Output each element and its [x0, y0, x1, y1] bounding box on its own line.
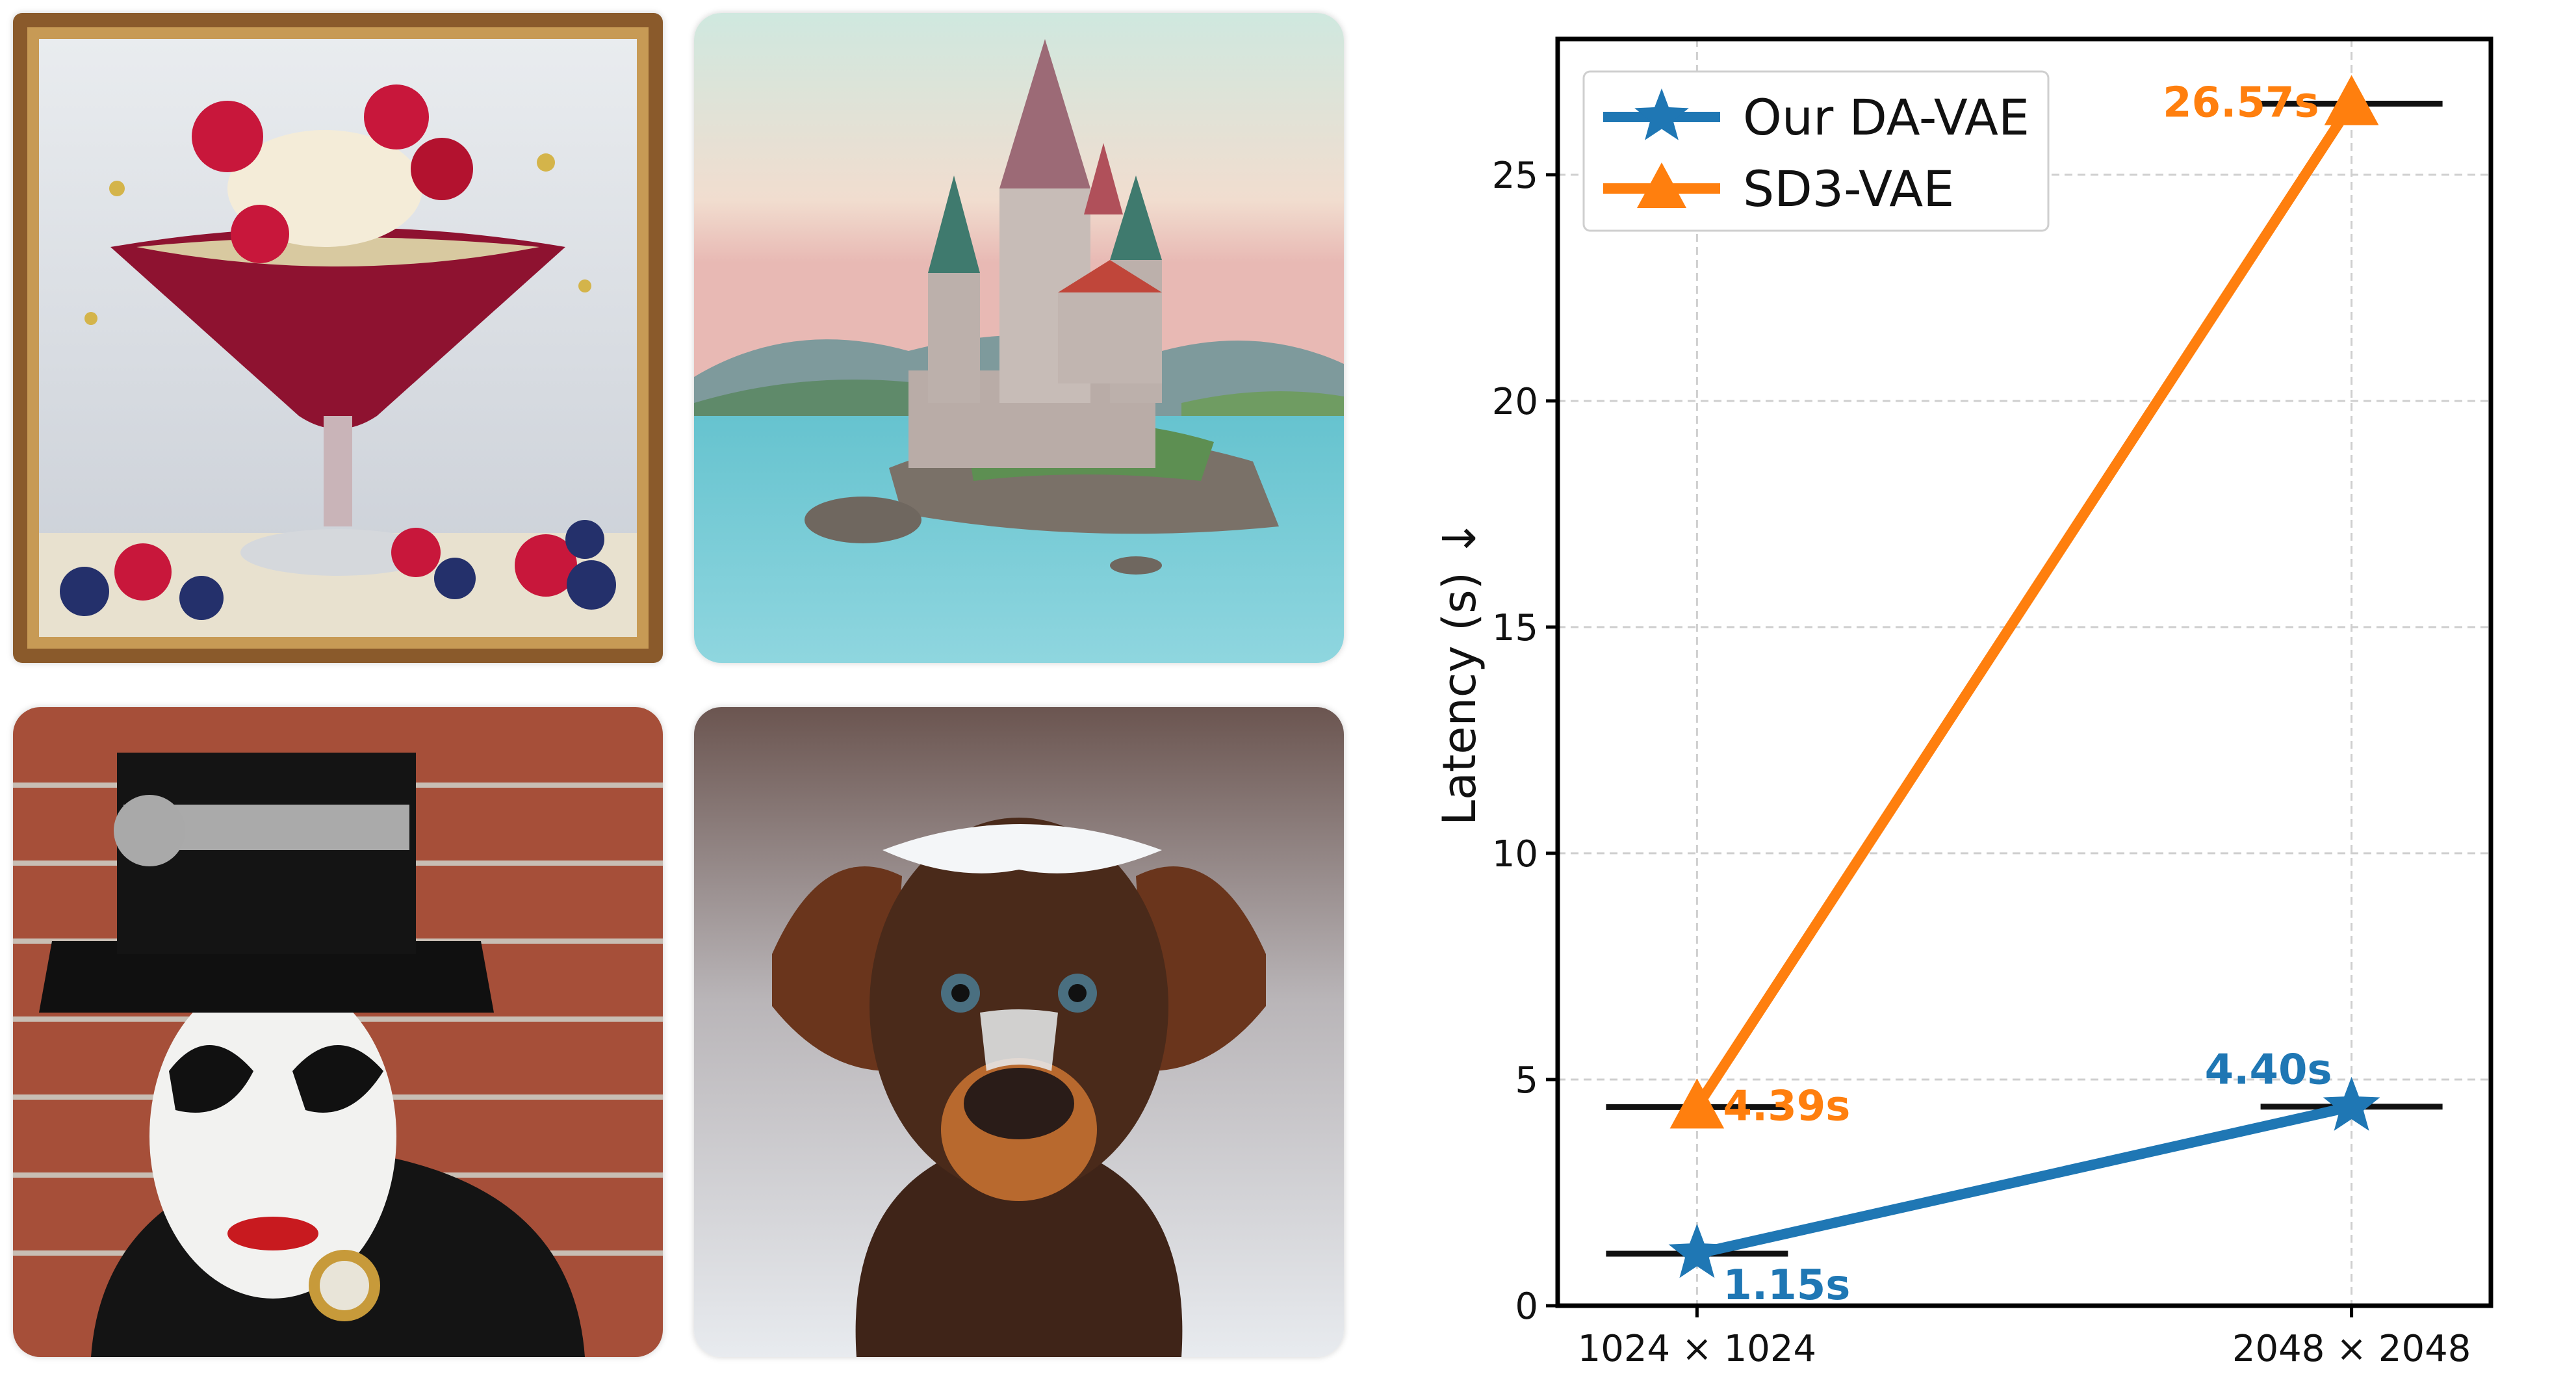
data-point-star: [1668, 1224, 1726, 1278]
y-tick-label: 5: [1515, 1059, 1538, 1102]
data-label: 26.57s: [2163, 79, 2319, 127]
data-point-star: [2323, 1076, 2380, 1131]
data-label: 4.40s: [2205, 1046, 2332, 1094]
latency-chart: 1.15s 4.40s 4.39s 26.57s 0 5 10 15 20 25 1024 × 1…: [1417, 0, 2576, 1385]
y-axis-title: Latency (s) ↓: [1433, 519, 1486, 825]
y-tick-label: 20: [1492, 381, 1538, 423]
axis-ticks: 0 5 10 15 20 25 1024 × 1024 2048 × 2048: [1492, 155, 2471, 1370]
x-tick-label: 1024 × 1024: [1578, 1328, 1817, 1370]
y-tick-label: 25: [1492, 155, 1538, 197]
chart-canvas: 1.15s 4.40s 4.39s 26.57s 0 5 10 15 20 25 1024 × 1…: [1433, 36, 2493, 1370]
dessert-image: [13, 13, 663, 663]
series-markers: [1668, 75, 2380, 1278]
legend: Our DA-VAE SD3-VAE: [1582, 70, 2050, 232]
legend-label: Our DA-VAE: [1743, 88, 2029, 146]
legend-label: SD3-VAE: [1743, 160, 1954, 218]
y-tick-label: 15: [1492, 607, 1538, 649]
data-labels: 1.15s 4.40s 4.39s 26.57s: [1723, 79, 2332, 1310]
dog-image: [694, 707, 1344, 1357]
data-point-triangle: [1669, 1078, 1725, 1129]
data-point-triangle: [2324, 75, 2379, 125]
series-line-0: [1695, 1101, 2353, 1259]
legend-swatch-star: [1634, 88, 1689, 140]
y-tick-label: 0: [1515, 1286, 1538, 1328]
series-line-1: [1692, 101, 2356, 1110]
data-label: 1.15s: [1723, 1262, 1850, 1310]
data-label: 4.39s: [1723, 1082, 1850, 1130]
series-lines: [1692, 101, 2356, 1259]
x-tick-label: 2048 × 2048: [2232, 1328, 2471, 1370]
legend-swatch-triangle: [1637, 162, 1686, 208]
y-tick-label: 10: [1492, 833, 1538, 875]
castle-image: [694, 13, 1344, 663]
masked-portrait-image: [13, 707, 663, 1357]
plot-frame: [1555, 36, 2493, 1308]
